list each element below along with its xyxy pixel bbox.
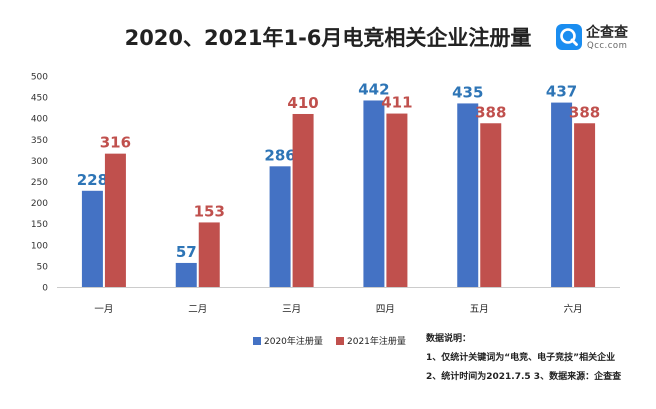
legend-swatch-2021 xyxy=(336,337,344,345)
y-tick-label: 300 xyxy=(31,157,48,167)
bar-2021 xyxy=(198,222,220,287)
y-tick-label: 50 xyxy=(37,262,49,272)
data-notes: 数据说明： 1、仅统计关键词为“电竞、电子竞技”相关企业 2、统计时间为2021… xyxy=(426,332,621,389)
legend-swatch-2020 xyxy=(253,337,261,345)
legend-item-2021: 2021年注册量 xyxy=(336,334,406,347)
x-tick-label: 六月 xyxy=(564,303,583,315)
legend-item-2020: 2020年注册量 xyxy=(253,334,323,347)
data-label-2020: 286 xyxy=(264,146,295,164)
bar-2020 xyxy=(175,262,197,287)
legend-label-2020: 2020年注册量 xyxy=(264,337,323,347)
x-tick-label: 五月 xyxy=(470,304,489,315)
data-label-2021: 410 xyxy=(287,94,318,112)
logo-text: 企查查 xyxy=(586,25,628,41)
bar-2020 xyxy=(551,102,573,287)
data-label-2021: 388 xyxy=(475,103,506,121)
data-label-2021: 411 xyxy=(381,94,412,112)
y-tick-label: 0 xyxy=(42,284,48,294)
data-label-2020: 435 xyxy=(452,83,483,101)
bar-2021 xyxy=(104,153,126,287)
data-label-2020: 437 xyxy=(546,83,577,101)
data-label-2021: 388 xyxy=(569,103,600,121)
legend-label-2021: 2021年注册量 xyxy=(347,337,406,347)
y-tick-label: 200 xyxy=(31,199,48,209)
logo-subtext: Qcc.com xyxy=(587,41,628,51)
bar-2020 xyxy=(363,100,385,287)
x-tick-label: 二月 xyxy=(188,304,207,315)
y-tick-label: 400 xyxy=(31,115,48,125)
notes-line-1: 1、仅统计关键词为“电竞、电子竞技”相关企业 xyxy=(426,353,616,363)
bar-2021 xyxy=(574,123,596,287)
data-label-2021: 153 xyxy=(194,202,225,220)
bar-2020 xyxy=(457,103,479,288)
y-tick-label: 150 xyxy=(31,220,48,230)
y-tick-label: 450 xyxy=(31,94,48,104)
y-tick-label: 500 xyxy=(31,73,48,83)
bar-2021 xyxy=(292,113,314,287)
qcc-logo: 企查查 Qcc.com xyxy=(556,22,648,56)
bar-2020 xyxy=(269,166,291,287)
notes-heading: 数据说明： xyxy=(426,334,472,344)
x-tick-label: 三月 xyxy=(282,304,301,315)
data-label-2020: 442 xyxy=(358,80,389,98)
y-tick-label: 250 xyxy=(31,178,48,188)
data-label-2020: 228 xyxy=(77,171,108,189)
qcc-logo-icon xyxy=(556,24,582,50)
bar-2020 xyxy=(81,190,103,287)
bar-2021 xyxy=(480,123,502,287)
y-tick-label: 100 xyxy=(31,241,48,251)
data-label-2021: 316 xyxy=(100,134,131,152)
chart-title: 2020、2021年1-6月电竞相关企业注册量 xyxy=(124,26,532,50)
bar-2021 xyxy=(386,113,408,287)
x-tick-label: 一月 xyxy=(94,304,113,315)
y-tick-label: 350 xyxy=(31,136,48,146)
notes-line-2: 2、统计时间为2021.7.5 3、数据来源：企查查 xyxy=(426,372,622,382)
x-tick-label: 四月 xyxy=(376,304,395,315)
data-label-2020: 57 xyxy=(176,243,197,261)
